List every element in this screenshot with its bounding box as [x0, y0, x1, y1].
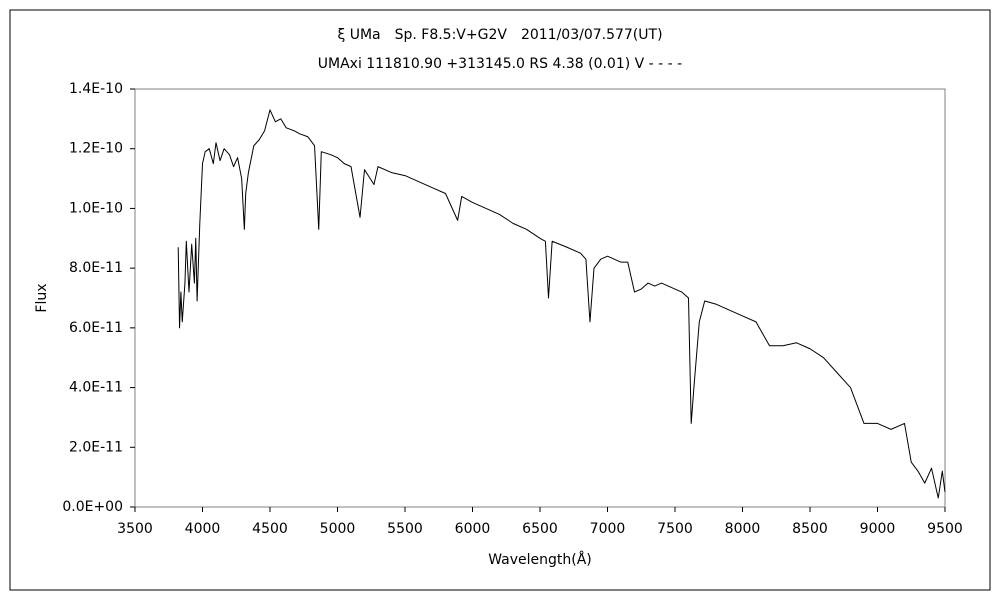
x-axis-label: Wavelength(Å)	[488, 551, 592, 568]
spectrum-line	[177, 109, 946, 499]
x-tick-label: 4500	[252, 521, 288, 537]
x-tick-label: 3500	[117, 521, 153, 537]
y-tick-label: 1.4E-10	[69, 81, 123, 97]
y-axis-label: Flux	[34, 283, 50, 312]
x-tick-label: 6500	[522, 521, 558, 537]
x-tick-label: 9000	[860, 521, 896, 537]
y-tick-label: 6.0E-11	[69, 320, 123, 336]
x-tick-label: 7500	[657, 521, 693, 537]
y-tick-label: 8.0E-11	[69, 260, 123, 276]
x-tick-label: 8000	[725, 521, 761, 537]
x-tick-label: 5000	[320, 521, 356, 537]
x-tick-label: 5500	[387, 521, 423, 537]
y-tick-label: 2.0E-11	[69, 439, 123, 455]
x-tick-label: 4000	[185, 521, 221, 537]
chart-title: ξ UMa Sp. F8.5:V+G2V 2011/03/07.577(UT)	[337, 27, 662, 43]
plot-area	[134, 88, 946, 508]
x-tick-label: 9500	[927, 521, 963, 537]
y-tick-label: 1.2E-10	[69, 141, 123, 157]
y-tick-label: 0.0E+00	[62, 499, 123, 515]
x-tick-label: 6000	[455, 521, 491, 537]
x-tick-label: 7000	[590, 521, 626, 537]
y-tick-label: 1.0E-10	[69, 200, 123, 216]
x-tick-label: 8500	[792, 521, 828, 537]
y-tick-label: 4.0E-11	[69, 380, 123, 396]
chart-subtitle: UMAxi 111810.90 +313145.0 RS 4.38 (0.01)…	[318, 56, 683, 72]
